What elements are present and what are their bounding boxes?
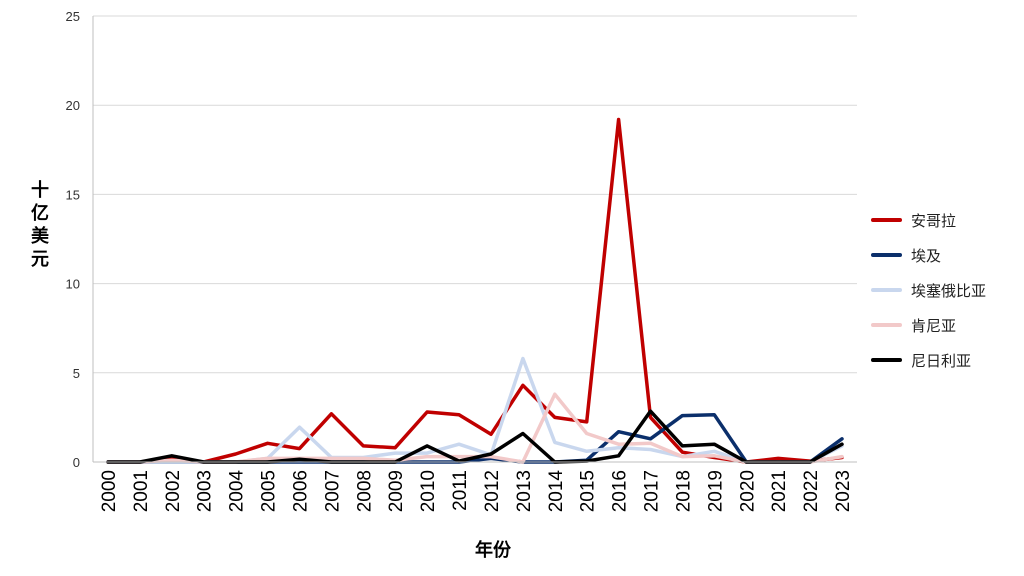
- x-tick-label: 2019: [705, 470, 726, 512]
- x-tick-label: 2013: [514, 470, 535, 512]
- x-tick-label: 2003: [195, 470, 216, 512]
- x-tick-label: 2022: [801, 470, 822, 512]
- y-tick-label: 5: [73, 366, 80, 381]
- x-tick-label: 2018: [673, 470, 694, 512]
- x-tick-label: 2023: [833, 470, 854, 512]
- x-tick-label: 2002: [163, 470, 184, 512]
- series-line-2: [106, 356, 844, 464]
- x-tick-label: 2008: [354, 470, 375, 512]
- legend-label: 埃及: [911, 247, 941, 265]
- x-tick-label: 2014: [546, 470, 567, 513]
- x-tick-label: 2005: [259, 470, 280, 512]
- series-lines: [106, 117, 844, 464]
- legend-label: 尼日利亚: [911, 352, 971, 370]
- x-tick-label: 2007: [322, 470, 343, 512]
- x-tick-label: 2016: [610, 470, 631, 512]
- series-line-0: [106, 117, 844, 464]
- x-tick-label: 2015: [578, 470, 599, 512]
- y-tick-label: 0: [73, 455, 80, 470]
- legend-label: 肯尼亚: [911, 317, 956, 335]
- x-tick-label: 2000: [99, 470, 120, 512]
- x-tick-label: 2009: [386, 470, 407, 512]
- gridlines: [93, 15, 857, 374]
- x-axis-ticks: 2000 2001 2002 2003 2004 2005 2006 2007 2008 2009…: [99, 470, 854, 513]
- legend-label: 安哥拉: [911, 212, 956, 230]
- y-tick-label: 25: [66, 9, 80, 24]
- legend-label: 埃塞俄比亚: [911, 282, 986, 300]
- y-tick-label: 10: [66, 277, 80, 292]
- x-tick-label: 2012: [482, 470, 503, 512]
- y-tick-label: 20: [66, 98, 80, 113]
- x-axis-title: 年份: [475, 539, 512, 561]
- series-line-3: [106, 392, 844, 464]
- x-tick-label: 2011: [450, 470, 471, 511]
- x-tick-label: 2006: [290, 470, 311, 512]
- y-axis-title: 十亿美元: [31, 179, 49, 270]
- x-tick-label: 2001: [131, 470, 152, 512]
- x-tick-label: 2017: [642, 470, 663, 512]
- series-line-4: [106, 409, 844, 464]
- y-axis-ticks: 0 5 10 15 20 25: [66, 9, 80, 470]
- y-tick-label: 15: [66, 187, 80, 202]
- x-tick-label: 2020: [737, 470, 758, 512]
- x-tick-label: 2021: [769, 470, 790, 512]
- x-tick-label: 2004: [227, 470, 248, 513]
- x-tick-label: 2010: [418, 470, 439, 512]
